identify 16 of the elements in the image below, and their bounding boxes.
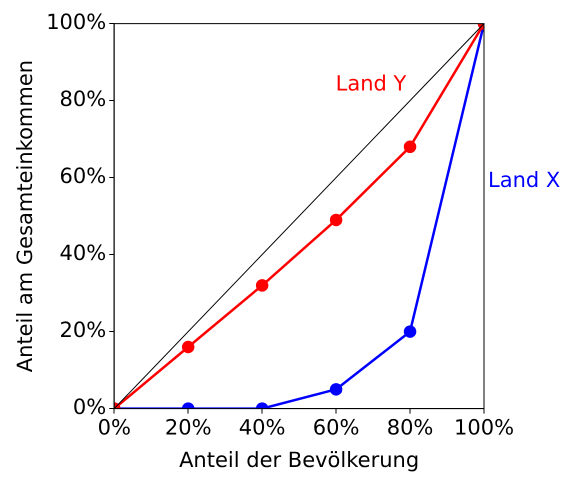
x-tick-label: 40% [238,416,286,440]
y-tick-label: 60% [60,164,106,188]
series-label: Land Y [336,72,407,96]
x-axis-title: Anteil der Bevölkerung [179,448,420,472]
x-tick-label: 100% [454,416,514,440]
point [256,279,268,292]
point [330,214,342,226]
y-tick-label: 40% [60,241,106,266]
series-label: Land X [488,168,560,192]
y-tick-label: 20% [60,318,106,342]
y-tick-label: 80% [60,87,106,112]
x-tick-label: 80% [386,416,434,440]
y-tick-label: 100% [46,10,106,34]
x-tick-label: 60% [312,416,360,440]
y-axis-title: Anteil am Gesamteinkommen [13,60,38,372]
x-tick-label: 20% [164,416,212,440]
